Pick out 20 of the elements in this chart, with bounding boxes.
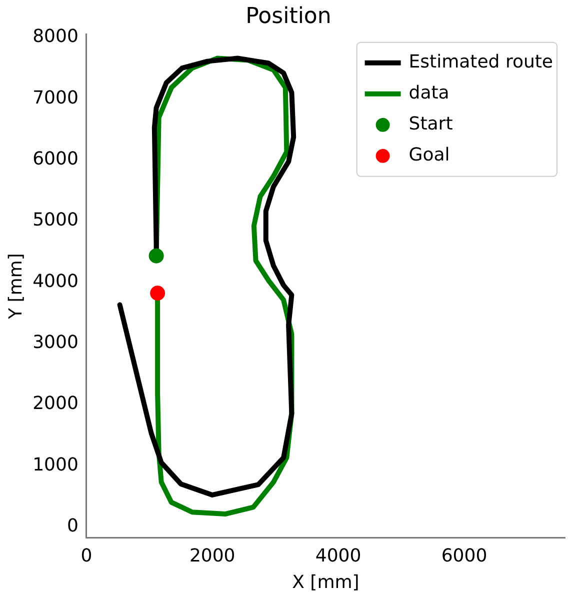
x-axis-title: X [mm] <box>292 572 360 593</box>
y-axis-title: Y [mm] <box>5 253 26 320</box>
legend-label: data <box>408 82 450 104</box>
y-tick-label: 3000 <box>32 332 78 353</box>
x-tick-label: 6000 <box>441 545 488 566</box>
y-tick-label: 5000 <box>32 210 78 231</box>
y-tick-label: 0 <box>66 515 78 536</box>
x-tick-label: 4000 <box>315 545 362 566</box>
y-tick-label: 4000 <box>32 270 78 292</box>
chart-title: Position <box>246 4 332 29</box>
y-tick-label: 8000 <box>32 26 78 48</box>
y-tick-label: 1000 <box>32 454 78 476</box>
y-tick-label: 7000 <box>32 87 78 108</box>
y-tick-label: 2000 <box>32 393 78 414</box>
x-tick-label: 0 <box>80 545 92 566</box>
y-tick-label: 6000 <box>32 148 78 170</box>
legend-label: Start <box>408 114 453 135</box>
legend-label: Estimated route <box>408 52 554 73</box>
legend-label: Goal <box>408 144 450 166</box>
x-tick-label: 2000 <box>189 545 236 566</box>
